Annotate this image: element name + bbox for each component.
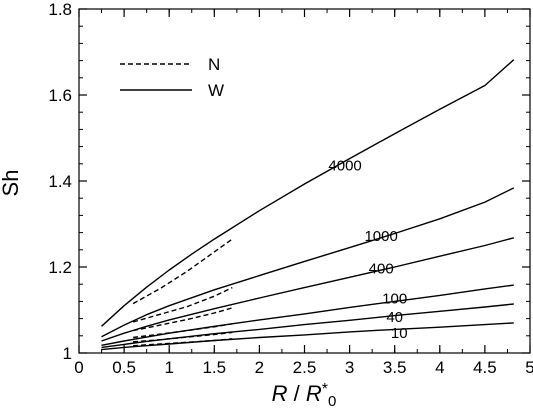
y-tick-label: 1.6 [48, 86, 72, 105]
x-tick-label: 3 [345, 358, 354, 377]
x-tick-label: 4.5 [473, 358, 497, 377]
x-tick-label: 5 [525, 358, 533, 377]
axis-ticks [78, 8, 531, 354]
series-line-w [101, 284, 514, 346]
x-tick-label: 2.5 [293, 358, 317, 377]
curve-label: 4000 [328, 157, 361, 174]
series-line-w [101, 322, 514, 351]
x-axis-title: R / R*0 [272, 381, 337, 410]
series-line-w [101, 303, 514, 349]
y-tick-label: 1.2 [48, 258, 72, 277]
x-axis-title-r: R [272, 381, 288, 406]
x-axis-title-star: * [322, 381, 328, 398]
axis-tick-labels: 0 0.5 1 1.5 2 2.5 3 3.5 4 4.5 5 1 1.2 1.4 1.6 1.8 [48, 0, 533, 377]
y-tick-label: 1.8 [48, 0, 72, 19]
x-axis-title-rstar: R [306, 381, 322, 406]
curve-label: 1000 [364, 228, 397, 245]
x-axis-title-sub: 0 [328, 393, 336, 410]
legend: NW [120, 55, 224, 100]
curve-label: 400 [369, 260, 394, 277]
x-tick-label: 1.5 [202, 358, 226, 377]
y-tick-label: 1 [63, 344, 72, 363]
x-tick-label: 2 [255, 358, 264, 377]
series-line-n [133, 338, 233, 347]
series-line-n [132, 238, 233, 305]
plot-frame [78, 8, 531, 354]
x-tick-label: 0 [74, 358, 83, 377]
series-line-w [101, 187, 515, 338]
series-line-w [101, 237, 514, 342]
curve-label: 10 [391, 325, 408, 342]
x-tick-label: 1 [164, 358, 173, 377]
series-line-n [132, 307, 233, 332]
y-axis-title: Sh [0, 170, 23, 197]
series-line-n [133, 331, 233, 343]
curve-label: 100 [382, 291, 407, 308]
plot-area-border [78, 8, 531, 354]
series-lines [101, 59, 515, 351]
series-line-n [132, 286, 233, 323]
legend-label: W [208, 81, 224, 100]
x-tick-label: 4 [435, 358, 444, 377]
x-tick-label: 3.5 [383, 358, 407, 377]
series-line-w [101, 59, 515, 327]
x-axis-title-slash: / [288, 381, 306, 406]
y-tick-label: 1.4 [48, 172, 72, 191]
curve-label: 40 [386, 309, 403, 326]
legend-label: N [208, 55, 220, 74]
x-tick-label: 0.5 [112, 358, 136, 377]
series-line-n [133, 323, 233, 339]
